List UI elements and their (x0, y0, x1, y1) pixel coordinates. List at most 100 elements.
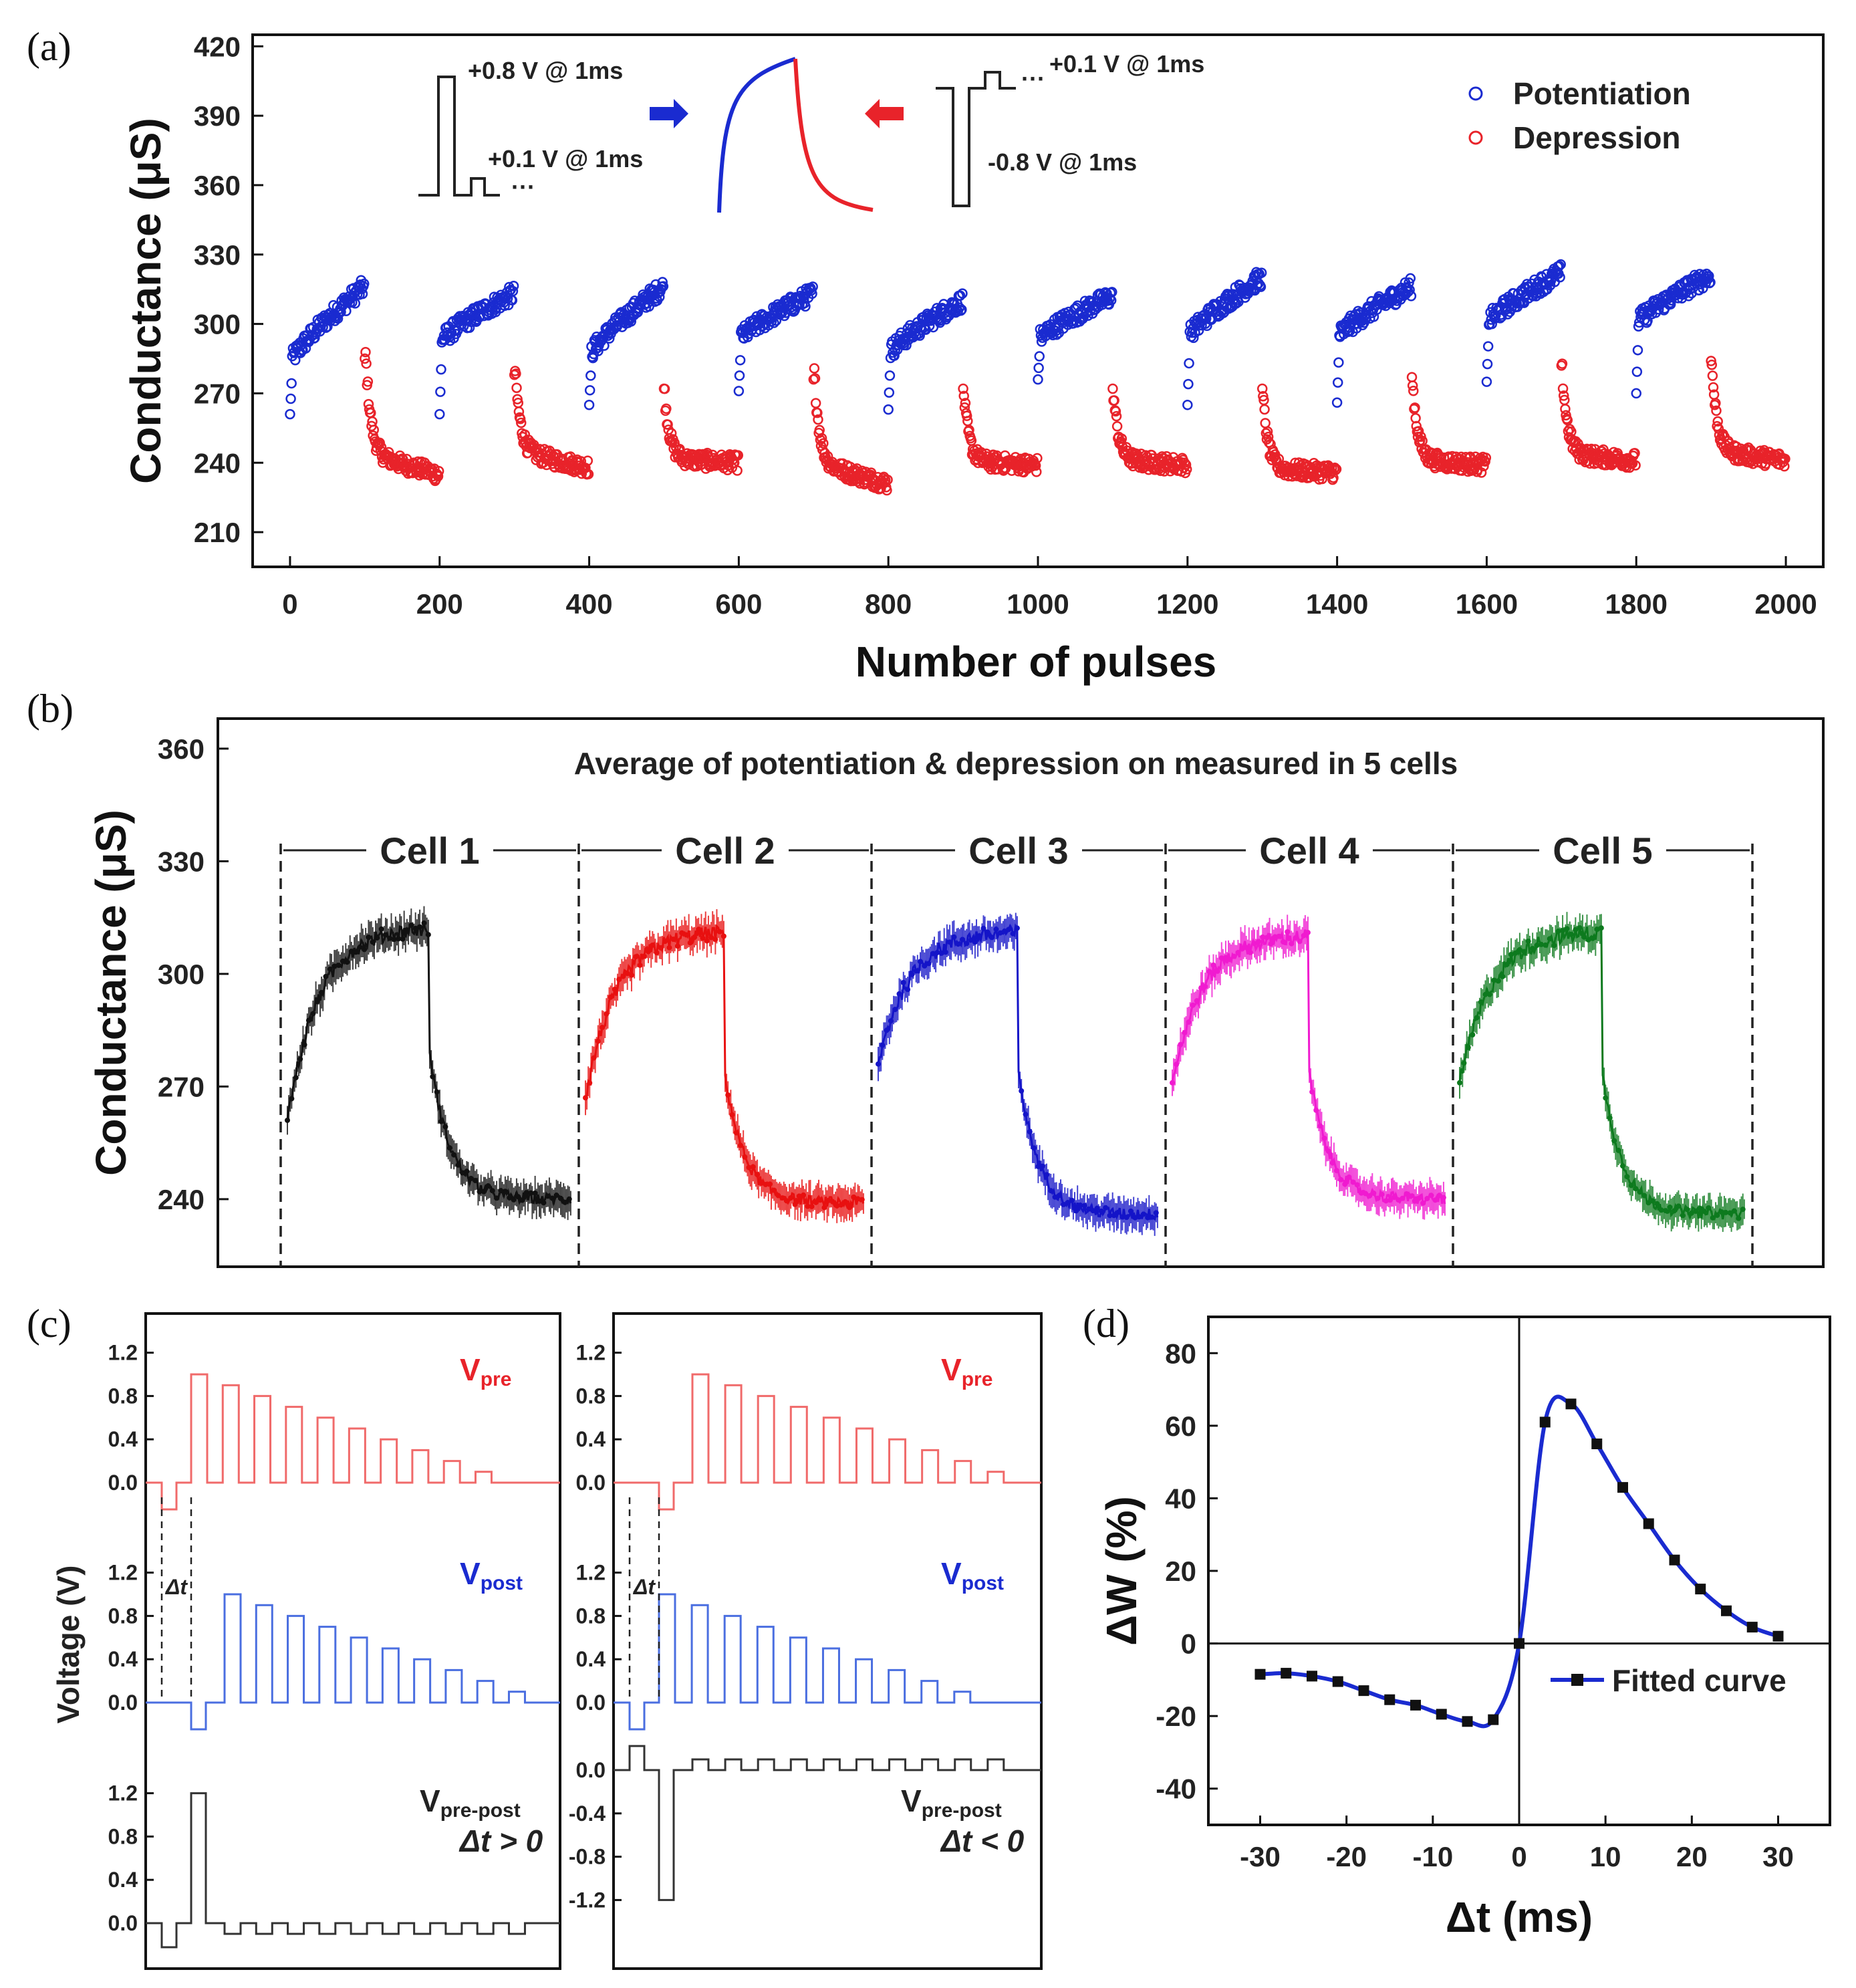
potentiation-point (956, 304, 967, 316)
depression-point (812, 407, 823, 418)
potentiation-point (1705, 277, 1716, 288)
chart-c-left-frame (144, 1312, 561, 1970)
chart-c-ytick-label: -0.8 (569, 1845, 606, 1869)
potentiation-point (1255, 281, 1267, 292)
depression-point (1557, 358, 1568, 369)
chart-c-left: 0.0 0.4 0.8 1.2 0.0 0.4 0.8 1.2 0.0 0.4 0.8 1.2 Δt Vp… (108, 1341, 560, 1949)
legend-depression: Depression (1513, 120, 1681, 155)
potentiation-point (1631, 366, 1643, 377)
data-point (1254, 1668, 1266, 1680)
chart-c-ytick-label: 0.0 (576, 1691, 606, 1715)
potentiation-point (434, 408, 445, 420)
depression-point (1706, 359, 1718, 370)
chart-c-ytick-label: 0.8 (576, 1604, 606, 1628)
potentiation-point (285, 393, 296, 404)
depression-point (1413, 426, 1424, 437)
depression-point (733, 450, 744, 461)
inset-potentiation-curve (717, 57, 796, 213)
depression-point (1109, 395, 1119, 406)
depression-point (432, 471, 444, 482)
chart-c-ytick-label: 0.0 (576, 1471, 606, 1495)
legend-fitted-curve: Fitted curve (1612, 1663, 1786, 1698)
cell-1: Cell 1 (283, 830, 576, 1221)
depression-point (960, 398, 971, 408)
chart-a-xtick-label: 1000 (1007, 588, 1069, 620)
data-point (1695, 1584, 1706, 1595)
chart-c-ytick-label: 0.4 (576, 1647, 606, 1671)
chart-d-ticks: -30 -20 -10 0 10 20 30 -40 -20 0 20 40 60 80 (1156, 1338, 1794, 1872)
potentiation-point (350, 298, 361, 309)
chart-c-ytick-label: 1.2 (576, 1561, 606, 1585)
potentiation-point (883, 404, 894, 415)
potentiation-point (286, 378, 297, 389)
depression-point (1407, 380, 1418, 391)
inset-depression-curve (793, 58, 874, 212)
cell-3: Cell 3 (874, 830, 1163, 1236)
dt-label: Δt (633, 1575, 656, 1599)
potentiation-point (954, 290, 966, 301)
depression-point (1256, 383, 1268, 394)
data-point (1565, 1398, 1577, 1410)
chart-a-cycle (1182, 267, 1342, 485)
depression-point (809, 373, 821, 384)
potentiation-point (585, 370, 596, 381)
data-point (1643, 1518, 1654, 1529)
chart-c-ytick-label: 0.8 (108, 1604, 138, 1628)
vpre-trace (146, 1373, 560, 1511)
potentiation-point (435, 386, 446, 397)
chart-a-ytick-label: 390 (194, 100, 241, 132)
depression-point (810, 398, 821, 408)
depression-point (511, 368, 521, 379)
potentiation-point (1698, 283, 1708, 293)
chart-d-xtick-label: 0 (1511, 1841, 1527, 1872)
depression-point (583, 469, 594, 480)
potentiation-point (734, 370, 745, 381)
potentiation-point (1331, 397, 1343, 408)
data-point (1281, 1668, 1292, 1679)
potentiation-point (436, 364, 446, 375)
vprepost-label: Vpre-post (420, 1783, 521, 1822)
panel-c-label: (c) (27, 1301, 72, 1346)
potentiation-point (800, 301, 811, 312)
depression-point (1480, 453, 1492, 463)
cell-label: Cell 3 (968, 830, 1068, 872)
chart-a-xtick-label: 800 (865, 588, 912, 620)
potentiation-point (733, 386, 745, 396)
data-point (1307, 1670, 1317, 1682)
data-point (1332, 1676, 1343, 1687)
depression-point (1780, 453, 1791, 465)
potentiation-point (358, 278, 370, 289)
cell-label: Cell 1 (380, 830, 479, 872)
cell-trace (877, 923, 1159, 1221)
depression-point (1708, 382, 1719, 393)
depression-point (809, 363, 820, 374)
data-point (1514, 1638, 1524, 1649)
potentiation-point (1033, 362, 1044, 374)
cell-trace (286, 922, 572, 1207)
potentiation-point (1051, 330, 1062, 340)
potentiation-point (657, 277, 668, 287)
potentiation-point (285, 408, 295, 420)
chart-a-xtick-label: 1800 (1605, 588, 1668, 620)
depression-point (1630, 460, 1641, 471)
depression-point (1476, 467, 1487, 478)
chart-a-xtick-label: 200 (416, 588, 463, 620)
depression-point (1629, 448, 1640, 459)
pulse-waveform-potentiation (418, 76, 500, 197)
potentiation-point (901, 340, 912, 351)
depression-point (818, 438, 829, 449)
chart-b-frame (217, 717, 1825, 1268)
depression-point (882, 474, 893, 485)
data-point (1539, 1416, 1551, 1428)
vpre-label: Vpre (941, 1352, 992, 1390)
depression-point (1293, 457, 1305, 468)
data-point (1358, 1685, 1369, 1697)
cell-label: Cell 4 (1259, 830, 1359, 872)
chart-d-plot (1208, 1317, 1830, 1825)
depression-point (958, 390, 969, 402)
chart-d-xtick-label: 20 (1676, 1841, 1708, 1872)
potentiation-point (1555, 272, 1565, 283)
vpost-trace (146, 1593, 560, 1731)
cell-4: Cell 4 (1168, 830, 1450, 1220)
